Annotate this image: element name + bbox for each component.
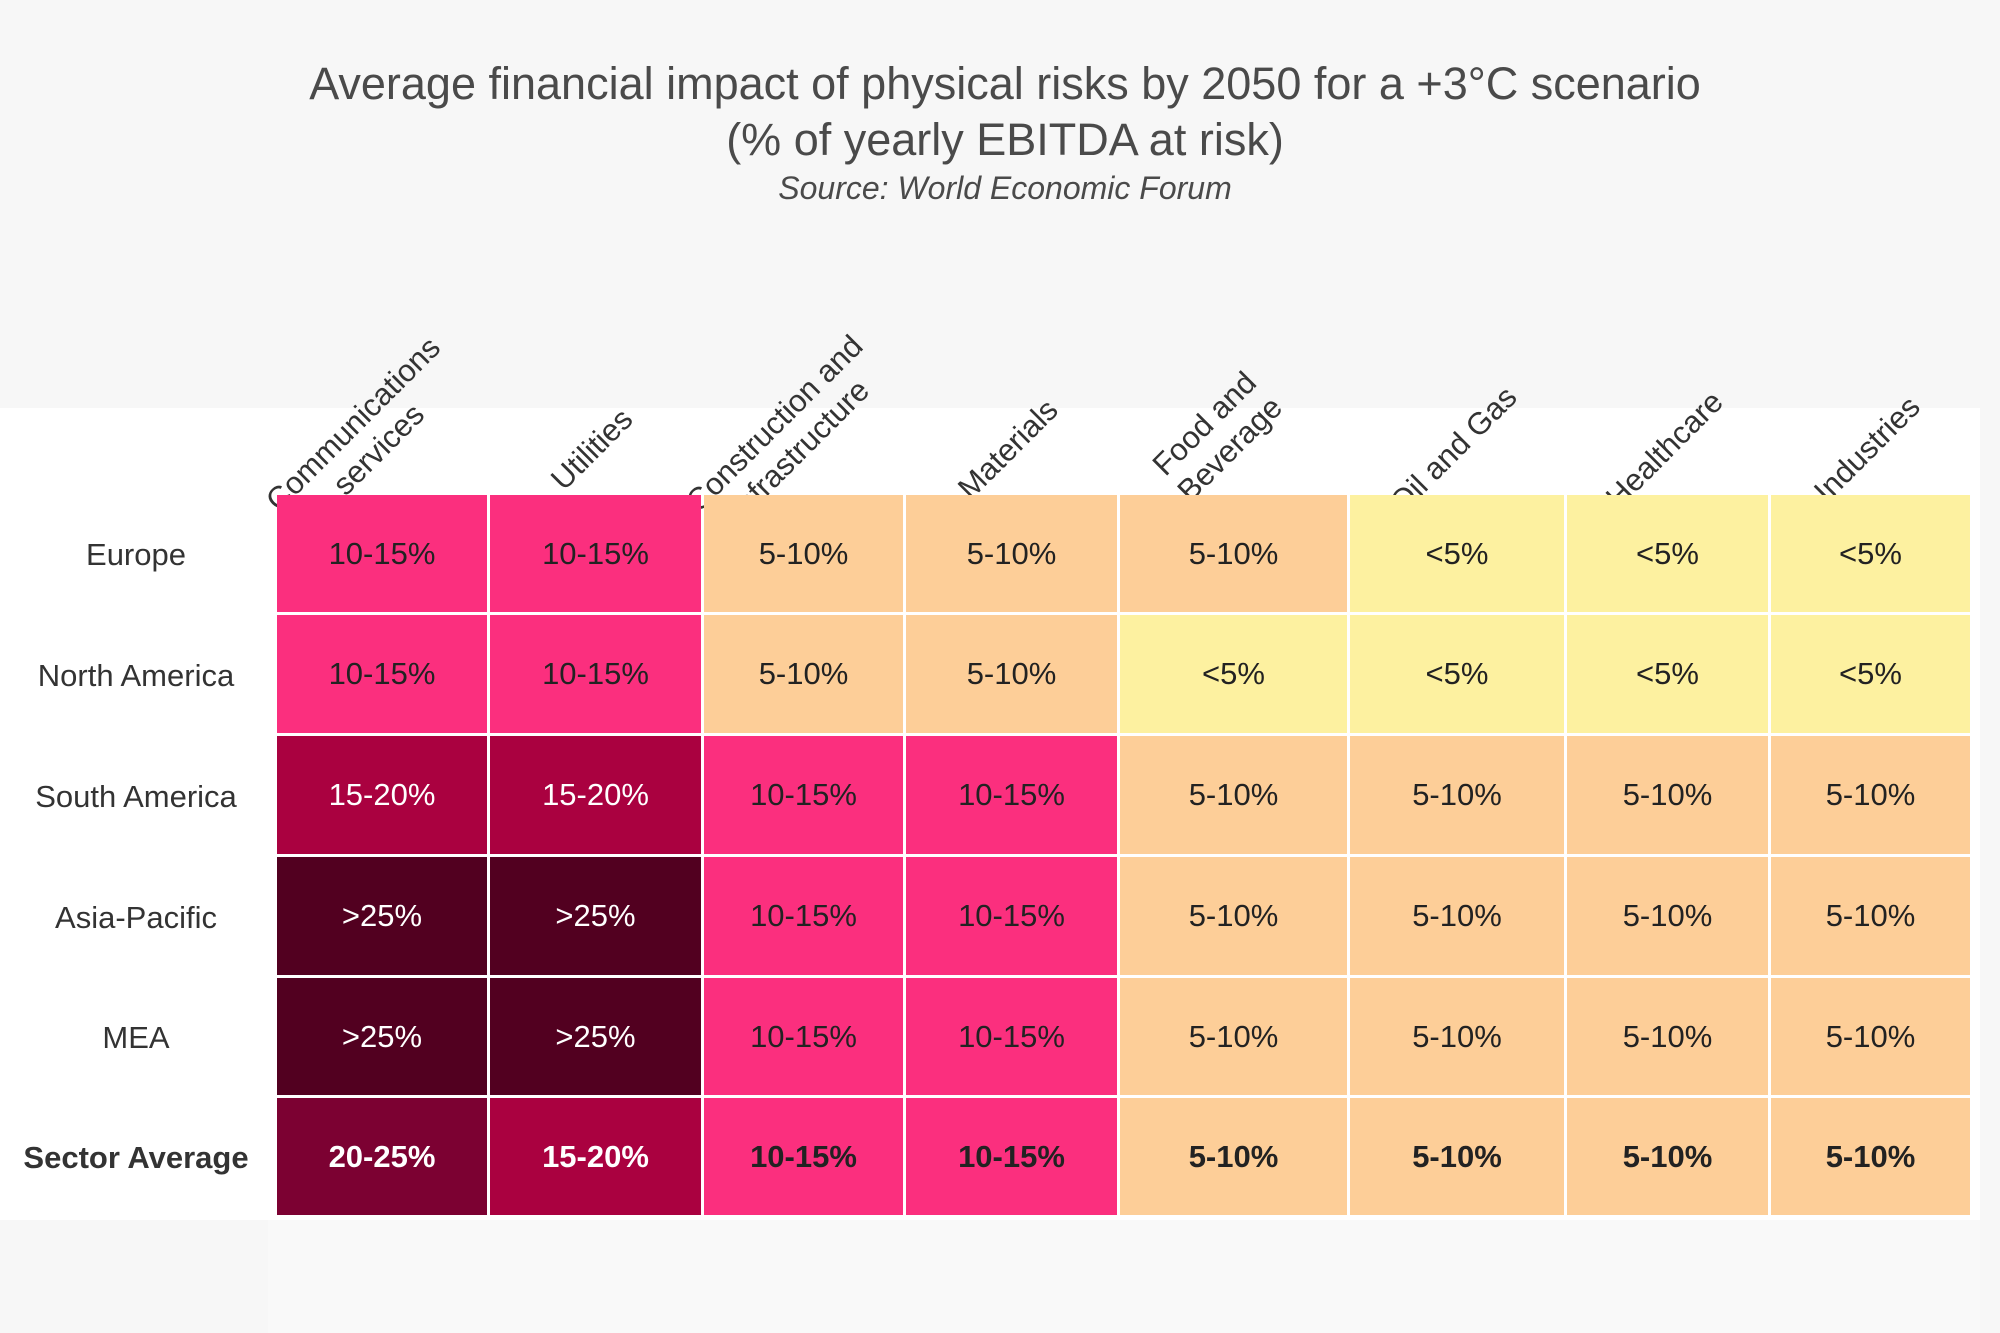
row-label: Asia-Pacific: [55, 899, 217, 935]
lower-panel: [268, 1220, 1980, 1333]
heatmap-cell: 5-10%: [1771, 857, 1970, 975]
heatmap-cell: 5-10%: [1350, 1098, 1564, 1215]
chart-title-block: Average financial impact of physical ris…: [0, 56, 2000, 210]
heatmap-cell: 5-10%: [1350, 978, 1564, 1095]
heatmap-cell: 10-15%: [704, 1098, 903, 1215]
chart-subtitle: Source: World Economic Forum: [778, 170, 1232, 206]
heatmap-cell: 5-10%: [1771, 736, 1970, 854]
heatmap-cell: 5-10%: [1120, 495, 1347, 612]
heatmap-cell: 5-10%: [1120, 1098, 1347, 1215]
row-label: Sector Average: [23, 1140, 249, 1175]
heatmap-cell: 5-10%: [1120, 857, 1347, 975]
heatmap-cell: 5-10%: [906, 615, 1117, 733]
heatmap-cell: 5-10%: [1567, 857, 1768, 975]
heatmap-cell: 5-10%: [1567, 978, 1768, 1095]
heatmap-cell: <5%: [1567, 615, 1768, 733]
heatmap-cell: 10-15%: [490, 495, 701, 612]
heatmap-cell: 20-25%: [277, 1098, 487, 1215]
heatmap-cell: <5%: [1771, 495, 1970, 612]
heatmap-cell: >25%: [490, 857, 701, 975]
heatmap-cell: 10-15%: [906, 857, 1117, 975]
heatmap-cell: 5-10%: [1771, 1098, 1970, 1215]
heatmap-cell: 5-10%: [1120, 736, 1347, 854]
heatmap-cell: 10-15%: [704, 736, 903, 854]
heatmap-cell: 10-15%: [490, 615, 701, 733]
heatmap-cell: 10-15%: [906, 978, 1117, 1095]
heatmap-cell: 5-10%: [1567, 1098, 1768, 1215]
row-label: South America: [35, 778, 237, 814]
heatmap-cell: 5-10%: [1771, 978, 1970, 1095]
heatmap-cell: 10-15%: [277, 615, 487, 733]
heatmap-cell: 15-20%: [490, 1098, 701, 1215]
heatmap-cell: <5%: [1350, 615, 1564, 733]
heatmap-cell: 5-10%: [1567, 736, 1768, 854]
chart-title-line-1: Average financial impact of physical ris…: [309, 58, 1701, 109]
heatmap-cell: 15-20%: [277, 736, 487, 854]
heatmap-cell: 5-10%: [906, 495, 1117, 612]
heatmap-cell: 5-10%: [1350, 736, 1564, 854]
heatmap-cell: 10-15%: [906, 736, 1117, 854]
heatmap-cell: 5-10%: [1350, 857, 1564, 975]
heatmap-cell: 10-15%: [906, 1098, 1117, 1215]
heatmap-cell: >25%: [277, 857, 487, 975]
heatmap-cell: <5%: [1771, 615, 1970, 733]
heatmap-cell: 5-10%: [704, 495, 903, 612]
row-label: MEA: [102, 1020, 170, 1055]
heatmap-cell: <5%: [1567, 495, 1768, 612]
heatmap-cell: <5%: [1350, 495, 1564, 612]
row-label: Europe: [86, 537, 186, 572]
heatmap-cell: >25%: [277, 978, 487, 1095]
row-label: North America: [37, 657, 235, 693]
heatmap-cell: 5-10%: [1120, 978, 1347, 1095]
heatmap-cell: >25%: [490, 978, 701, 1095]
heatmap-cell: 10-15%: [277, 495, 487, 612]
heatmap-cell: <5%: [1120, 615, 1347, 733]
heatmap-cell: 15-20%: [490, 736, 701, 854]
heatmap-cell: 10-15%: [704, 857, 903, 975]
chart-title-line-2: (% of yearly EBITDA at risk): [726, 114, 1284, 165]
heatmap-cell: 10-15%: [704, 978, 903, 1095]
heatmap-cell: 5-10%: [704, 615, 903, 733]
